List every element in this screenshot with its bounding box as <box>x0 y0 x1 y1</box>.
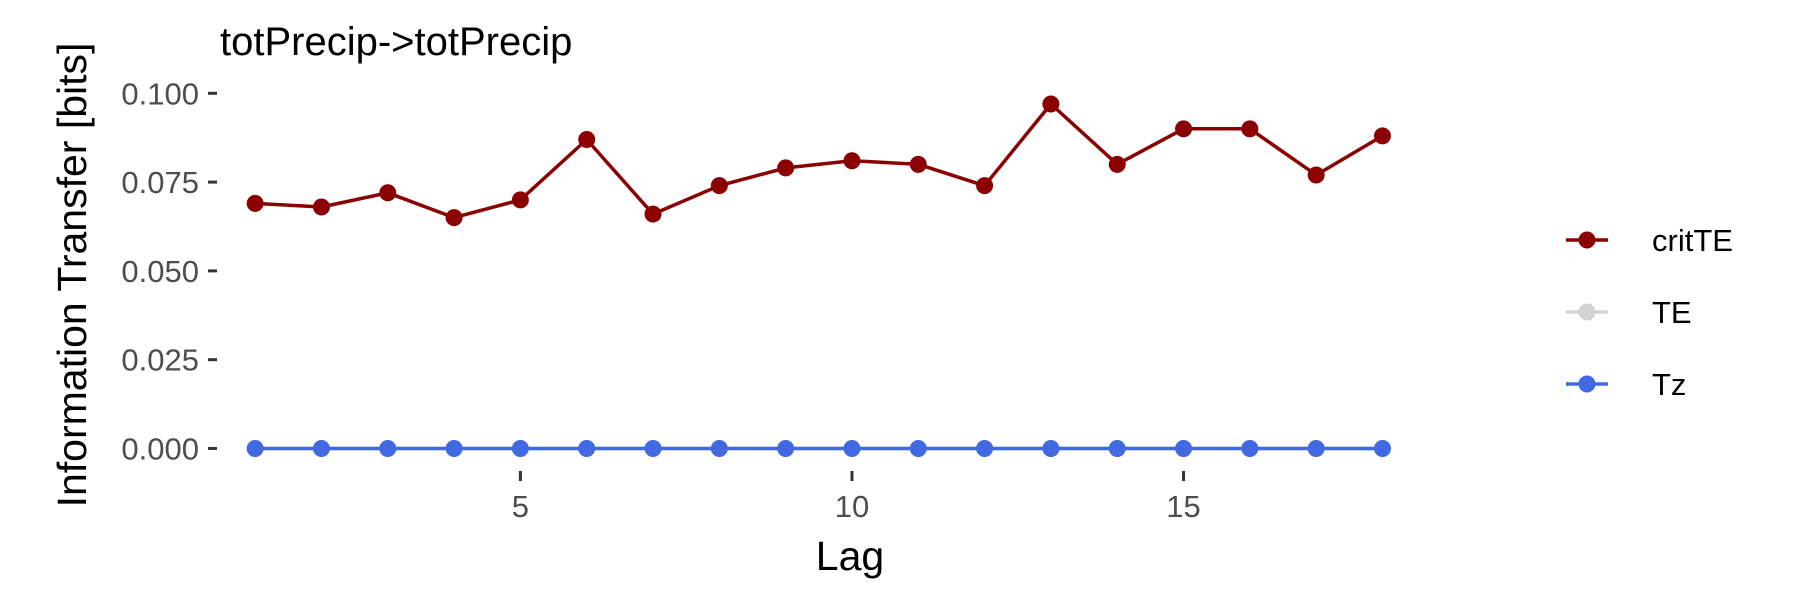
data-point-tz <box>1042 439 1060 457</box>
data-point-critte <box>379 184 397 202</box>
x-axis: 5 10 15 <box>512 471 1201 524</box>
series-critte <box>246 95 1391 227</box>
y-tick-label: 0.000 <box>121 431 199 466</box>
data-point-critte <box>578 130 596 148</box>
data-point-critte <box>445 209 463 227</box>
data-point-critte <box>909 155 927 173</box>
y-tick-label: 0.075 <box>121 165 199 200</box>
legend-item-critte: critTE <box>1566 223 1733 258</box>
data-point-tz <box>644 439 662 457</box>
y-axis: 0.000 0.025 0.050 0.075 0.100 <box>121 76 217 466</box>
data-point-critte <box>710 177 728 195</box>
y-tick-label: 0.025 <box>121 343 199 378</box>
legend-label: critTE <box>1652 223 1733 258</box>
chart-title: totPrecip->totPrecip <box>220 20 572 64</box>
data-point-tz <box>445 439 463 457</box>
data-point-critte <box>976 177 994 195</box>
data-point-critte <box>1307 166 1325 184</box>
legend-key-point <box>1578 375 1596 393</box>
data-point-tz <box>1108 439 1126 457</box>
x-tick-label: 10 <box>835 489 869 524</box>
data-point-tz <box>1175 439 1193 457</box>
legend-item-te: TE <box>1566 295 1692 330</box>
data-point-critte <box>1108 155 1126 173</box>
data-point-critte <box>246 194 264 212</box>
legend: critTE TE Tz <box>1566 223 1733 402</box>
data-point-critte <box>511 191 529 209</box>
data-point-critte <box>312 198 330 216</box>
data-point-tz <box>1241 439 1259 457</box>
y-tick-label: 0.100 <box>121 76 199 111</box>
y-axis-title: Information Transfer [bits] <box>49 43 95 508</box>
data-point-critte <box>1042 95 1060 113</box>
data-point-tz <box>246 439 264 457</box>
legend-label: TE <box>1652 295 1692 330</box>
series-tz <box>246 439 1391 457</box>
data-point-tz <box>379 439 397 457</box>
data-point-tz <box>1307 439 1325 457</box>
legend-item-tz: Tz <box>1566 367 1686 402</box>
legend-label: Tz <box>1652 367 1686 402</box>
data-point-tz <box>511 439 529 457</box>
data-point-critte <box>1175 120 1193 138</box>
data-point-tz <box>312 439 330 457</box>
legend-key-point <box>1578 303 1596 321</box>
x-axis-title: Lag <box>816 533 884 579</box>
data-point-critte <box>843 152 861 170</box>
y-tick-label: 0.050 <box>121 254 199 289</box>
data-point-critte <box>777 159 795 177</box>
data-point-critte <box>1241 120 1259 138</box>
data-point-tz <box>976 439 994 457</box>
legend-key-point <box>1578 231 1596 249</box>
data-point-critte <box>644 205 662 223</box>
x-tick-label: 15 <box>1166 489 1200 524</box>
x-tick-label: 5 <box>512 489 529 524</box>
data-point-tz <box>843 439 861 457</box>
data-point-tz <box>710 439 728 457</box>
series-line-critte <box>255 102 1384 220</box>
data-point-tz <box>777 439 795 457</box>
data-point-tz <box>909 439 927 457</box>
data-point-tz <box>1373 439 1391 457</box>
plot-series <box>246 95 1391 457</box>
data-point-tz <box>578 439 596 457</box>
data-point-critte <box>1373 127 1391 145</box>
